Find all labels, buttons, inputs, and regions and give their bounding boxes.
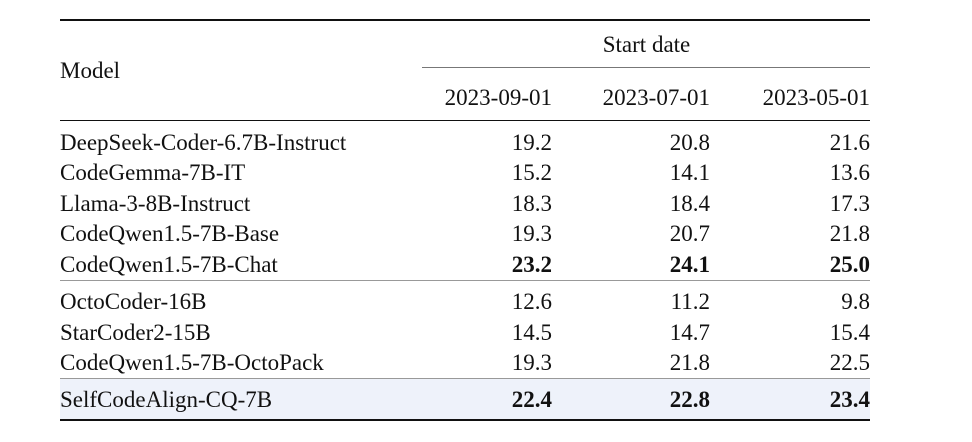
table-row: OctoCoder-16B 12.6 11.2 9.8 [60, 281, 870, 318]
score-cell: 25.0 [829, 251, 870, 277]
score-cell: 19.3 [511, 221, 552, 247]
score-cell: 9.8 [841, 289, 870, 315]
model-name-cell: StarCoder2-15B [60, 319, 211, 345]
score-cell: 18.4 [669, 190, 710, 216]
table-row: DeepSeek-Coder-6.7B-Instruct 19.2 20.8 21.6 [60, 121, 870, 158]
score-cell: 23.2 [511, 251, 552, 277]
score-cell: 14.7 [669, 319, 710, 345]
score-cell: 22.5 [829, 350, 870, 376]
score-cell: 15.4 [829, 319, 870, 345]
score-cell: 23.4 [710, 379, 870, 420]
score-cell: 21.8 [829, 221, 870, 247]
model-name-cell: OctoCoder-16B [60, 289, 207, 315]
header-rule [60, 120, 870, 121]
score-cell: 24.1 [669, 251, 710, 277]
group-separator-rule [60, 378, 870, 379]
score-cell: 17.3 [829, 190, 870, 216]
score-cell: 20.7 [669, 221, 710, 247]
group-separator-rule [60, 279, 870, 281]
results-table-container: Model Start date 2023-09-01 2023-07-01 2… [60, 19, 870, 422]
table-body: DeepSeek-Coder-6.7B-Instruct 19.2 20.8 21.6… [60, 121, 870, 422]
score-cell: 21.8 [669, 350, 710, 376]
score-cell: 13.6 [829, 160, 870, 186]
table-row: CodeQwen1.5-7B-OctoPack 19.3 21.8 22.5 [60, 348, 870, 379]
results-table: Model Start date 2023-09-01 2023-07-01 2… [60, 19, 870, 422]
table-row: CodeQwen1.5-7B-Base 19.3 20.7 21.8 [60, 219, 870, 250]
score-cell: 12.6 [511, 289, 552, 315]
score-cell: 22.8 [552, 379, 710, 420]
date-column-header: 2023-07-01 [602, 84, 710, 110]
header-row-dates: 2023-09-01 2023-07-01 2023-05-01 [60, 68, 870, 121]
date-column-header: 2023-09-01 [444, 84, 552, 110]
score-cell: 21.6 [829, 129, 870, 155]
model-name-cell: DeepSeek-Coder-6.7B-Instruct [60, 129, 347, 155]
table-row: StarCoder2-15B 14.5 14.7 15.4 [60, 317, 870, 348]
score-cell: 14.1 [669, 160, 710, 186]
score-cell: 20.8 [669, 129, 710, 155]
model-name-cell: Llama-3-8B-Instruct [60, 190, 251, 216]
score-cell: 19.2 [511, 129, 552, 155]
score-cell: 19.3 [511, 350, 552, 376]
model-name-cell: CodeQwen1.5-7B-Base [60, 221, 280, 247]
model-column-header: Model [60, 58, 121, 83]
score-cell: 18.3 [511, 190, 552, 216]
header-row-group: Model Start date [60, 21, 870, 82]
model-name-cell: CodeQwen1.5-7B-OctoPack [60, 350, 324, 376]
score-cell: 11.2 [670, 289, 710, 315]
model-name-cell: CodeQwen1.5-7B-Chat [60, 251, 278, 277]
score-cell: 22.4 [422, 379, 552, 420]
table-row: CodeGemma-7B-IT 15.2 14.1 13.6 [60, 158, 870, 189]
date-column-header: 2023-05-01 [762, 84, 870, 110]
model-name-cell: CodeGemma-7B-IT [60, 160, 246, 186]
table-row: Llama-3-8B-Instruct 18.3 18.4 17.3 [60, 188, 870, 219]
score-cell: 14.5 [511, 319, 552, 345]
table-row: CodeQwen1.5-7B-Chat 23.2 24.1 25.0 [60, 249, 870, 280]
start-date-group-header: Start date [422, 21, 870, 68]
bottom-rule [60, 419, 870, 422]
model-name-cell: SelfCodeAlign-CQ-7B [60, 379, 422, 420]
highlighted-table-row: SelfCodeAlign-CQ-7B 22.4 22.8 23.4 [60, 379, 870, 420]
score-cell: 15.2 [511, 160, 552, 186]
